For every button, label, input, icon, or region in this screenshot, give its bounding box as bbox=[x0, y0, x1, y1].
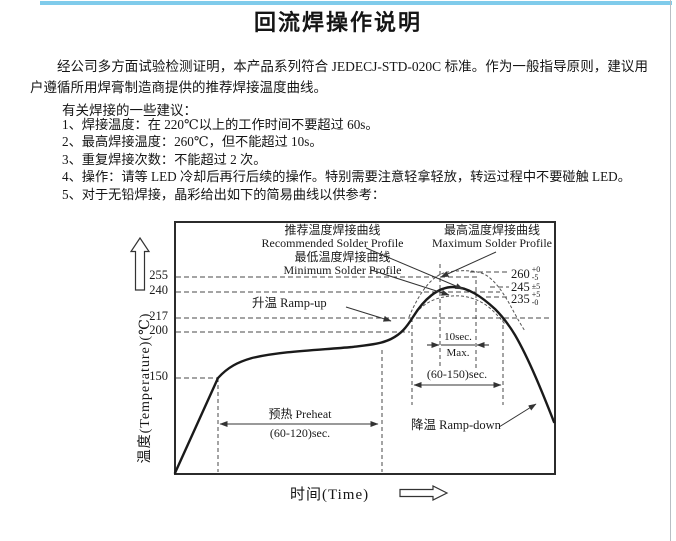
list-item: 2、最高焊接温度：260℃，但不能超过 10s。 bbox=[62, 134, 323, 150]
window-right-border bbox=[670, 0, 671, 541]
suggestions-list: 1、焊接温度：在 220℃以上的工作时间不要超过 60s。 2、最高焊接温度：2… bbox=[62, 116, 662, 203]
grid-horizontal-lines bbox=[176, 271, 551, 379]
legend-maximum-en: Maximum Solder Profile bbox=[432, 236, 552, 250]
top-accent-bar bbox=[40, 1, 672, 5]
y-tick-217: 217 bbox=[149, 309, 168, 323]
legend-recommended: 推荐温度焊接曲线 Recommended Solder Profile bbox=[245, 224, 420, 250]
legend-maximum-zh: 最高温度焊接曲线 bbox=[443, 223, 540, 237]
y-tick-200: 200 bbox=[149, 323, 168, 337]
peak-245-value: 245 bbox=[511, 280, 530, 294]
y-tick-150: 150 bbox=[149, 369, 168, 383]
legend-maximum: 最高温度焊接曲线 Maximum Solder Profile bbox=[402, 224, 582, 250]
page-title: 回流焊操作说明 bbox=[253, 10, 422, 35]
preheat-label: 预热 Preheat bbox=[268, 407, 332, 421]
y-axis-up-arrow-icon bbox=[129, 236, 151, 291]
x-axis-title: 时间(Time) bbox=[290, 487, 370, 503]
peak-annotation-235: 235 +5 -0 bbox=[511, 291, 540, 306]
rampdown-leader bbox=[498, 403, 537, 428]
peak-245-tolerance: ±5 bbox=[531, 282, 541, 292]
rampup-leader bbox=[345, 306, 392, 322]
peak-260-value: 260 bbox=[511, 266, 530, 281]
maximum-profile-curve bbox=[408, 270, 526, 332]
legend-minimum-en: Minimum Solder Profile bbox=[283, 263, 402, 277]
above217-duration-label: (60-150)sec. bbox=[426, 367, 488, 381]
y-tick-255: 255 bbox=[149, 268, 168, 282]
x-axis-right-arrow-icon bbox=[399, 485, 449, 501]
legend-minimum-zh: 最低温度焊接曲线 bbox=[294, 250, 391, 264]
rampdown-label: 降温 Ramp-down bbox=[411, 418, 501, 432]
peak-annotation-245: 245 ±5 bbox=[511, 280, 541, 294]
peak-235-value: 235 bbox=[511, 291, 530, 306]
legend-minimum: 最低温度焊接曲线 Minimum Solder Profile bbox=[255, 251, 430, 277]
list-item: 4、操作：请等 LED 冷却后再行后续的操作。特别需要注意轻拿轻放，转运过程中不… bbox=[62, 169, 631, 185]
suggestions-heading: 有关焊接的一些建议： bbox=[62, 103, 197, 118]
preheat-duration-label: (60-120)sec. bbox=[269, 426, 331, 440]
peak-max-label: Max. bbox=[446, 347, 470, 359]
minimum-profile-curve bbox=[415, 295, 506, 325]
legend-recommended-zh: 推荐温度焊接曲线 bbox=[284, 223, 381, 237]
maximum-leader bbox=[440, 251, 497, 278]
list-item: 1、焊接温度：在 220℃以上的工作时间不要超过 60s。 bbox=[62, 117, 379, 132]
peak-duration-label: 10sec. bbox=[444, 331, 472, 343]
peak-235-tolerance: +5 -0 bbox=[531, 290, 541, 307]
y-tick-240: 240 bbox=[149, 283, 168, 297]
legend-recommended-en: Recommended Solder Profile bbox=[261, 236, 404, 250]
y-axis-title: 温度(Temperature)(℃) bbox=[138, 312, 153, 464]
peak-annotation-260: 260 +0 -5 bbox=[511, 266, 540, 281]
peak-260-tolerance: +0 -5 bbox=[531, 265, 541, 282]
intro-paragraph: 经公司多方面试验检测证明，本产品系列符合 JEDECJ-STD-020C 标准。… bbox=[30, 59, 648, 95]
list-item: 5、对于无铅焊接，晶彩给出如下的简易曲线以供参考： bbox=[62, 186, 386, 202]
list-item: 3、重复焊接次数：不能超过 2 次。 bbox=[62, 151, 267, 167]
rampup-label: 升温 Ramp-up bbox=[252, 296, 327, 310]
